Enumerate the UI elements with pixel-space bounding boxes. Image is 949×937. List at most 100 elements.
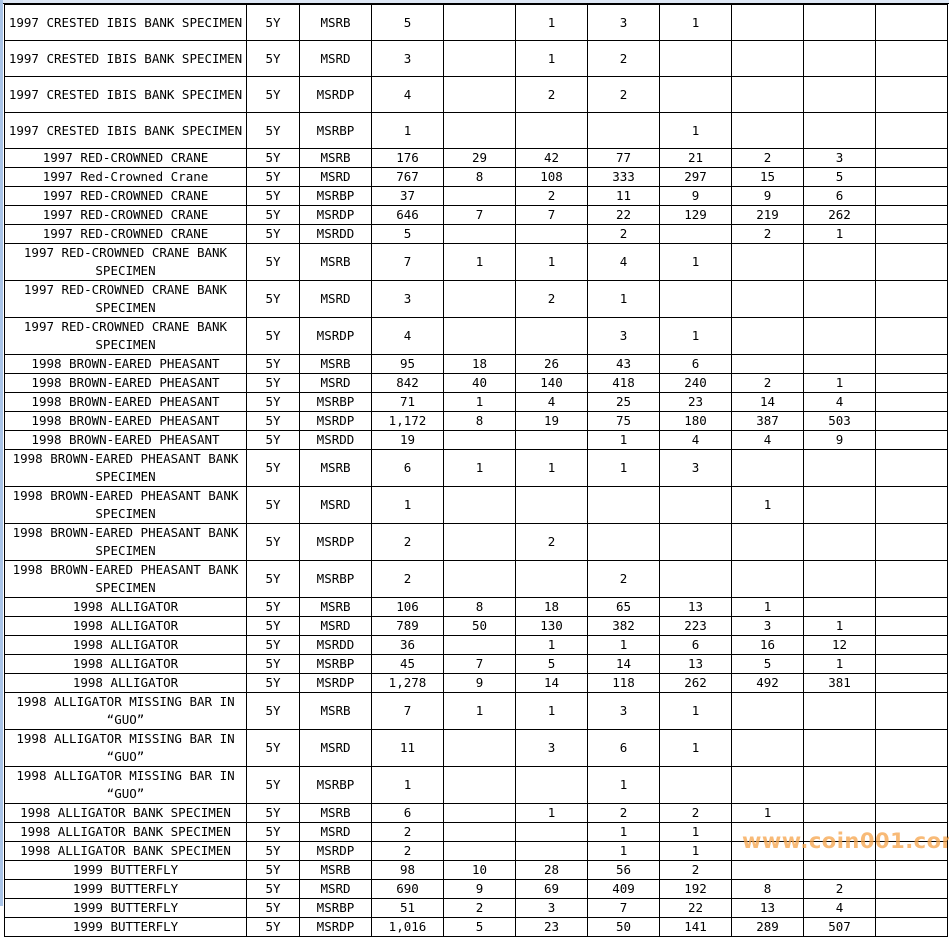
- cell-count[interactable]: 1: [587, 822, 660, 842]
- cell-count[interactable]: 108: [515, 167, 588, 187]
- cell-total[interactable]: 11: [371, 729, 444, 767]
- cell-count[interactable]: 4: [587, 243, 660, 281]
- cell-grade[interactable]: 5Y: [246, 392, 300, 412]
- cell-type[interactable]: MSRB: [299, 243, 372, 281]
- cell-name[interactable]: 1998 ALLIGATOR: [4, 597, 247, 617]
- cell-count[interactable]: [875, 224, 948, 244]
- cell-count[interactable]: 1: [731, 486, 804, 524]
- cell-count[interactable]: [875, 76, 948, 113]
- cell-name[interactable]: 1999 BUTTERFLY: [4, 860, 247, 880]
- cell-grade[interactable]: 5Y: [246, 4, 300, 41]
- cell-type[interactable]: MSRBP: [299, 186, 372, 206]
- cell-count[interactable]: [803, 860, 876, 880]
- cell-count[interactable]: [803, 597, 876, 617]
- cell-type[interactable]: MSRD: [299, 373, 372, 393]
- cell-count[interactable]: [587, 486, 660, 524]
- cell-count[interactable]: [443, 40, 516, 77]
- cell-count[interactable]: [875, 186, 948, 206]
- cell-count[interactable]: [659, 40, 732, 77]
- cell-count[interactable]: [875, 373, 948, 393]
- cell-count[interactable]: 10: [443, 860, 516, 880]
- cell-name[interactable]: 1999 BUTTERFLY: [4, 898, 247, 918]
- cell-count[interactable]: 3: [587, 4, 660, 41]
- cell-count[interactable]: 26: [515, 354, 588, 374]
- cell-count[interactable]: 1: [803, 654, 876, 674]
- cell-total[interactable]: 5: [371, 4, 444, 41]
- cell-count[interactable]: [803, 112, 876, 149]
- cell-count[interactable]: [515, 317, 588, 355]
- cell-count[interactable]: [875, 392, 948, 412]
- cell-count[interactable]: 13: [731, 898, 804, 918]
- cell-name[interactable]: 1998 ALLIGATOR BANK SPECIMEN: [4, 803, 247, 823]
- cell-count[interactable]: 19: [515, 411, 588, 431]
- cell-grade[interactable]: 5Y: [246, 616, 300, 636]
- cell-count[interactable]: [875, 898, 948, 918]
- cell-count[interactable]: 219: [731, 205, 804, 225]
- cell-count[interactable]: [731, 4, 804, 41]
- cell-count[interactable]: 8: [443, 597, 516, 617]
- cell-name[interactable]: 1997 RED-CROWNED CRANE: [4, 224, 247, 244]
- cell-name[interactable]: 1998 BROWN-EARED PHEASANT BANK SPECIMEN: [4, 486, 247, 524]
- cell-count[interactable]: [443, 317, 516, 355]
- cell-count[interactable]: 23: [659, 392, 732, 412]
- cell-count[interactable]: [443, 112, 516, 149]
- cell-total[interactable]: 1: [371, 486, 444, 524]
- cell-total[interactable]: 176: [371, 148, 444, 168]
- cell-count[interactable]: [875, 560, 948, 598]
- cell-name[interactable]: 1998 BROWN-EARED PHEASANT BANK SPECIMEN: [4, 449, 247, 487]
- cell-count[interactable]: 2: [443, 898, 516, 918]
- cell-count[interactable]: [443, 729, 516, 767]
- cell-count[interactable]: [875, 40, 948, 77]
- cell-count[interactable]: 1: [659, 317, 732, 355]
- cell-grade[interactable]: 5Y: [246, 40, 300, 77]
- cell-count[interactable]: [587, 112, 660, 149]
- cell-count[interactable]: 1: [587, 841, 660, 861]
- cell-type[interactable]: MSRD: [299, 729, 372, 767]
- cell-count[interactable]: 2: [731, 373, 804, 393]
- cell-count[interactable]: 7: [443, 654, 516, 674]
- cell-count[interactable]: 1: [659, 841, 732, 861]
- cell-count[interactable]: [731, 112, 804, 149]
- cell-count[interactable]: 1: [443, 392, 516, 412]
- cell-count[interactable]: [443, 560, 516, 598]
- cell-count[interactable]: 1: [587, 430, 660, 450]
- cell-count[interactable]: 28: [515, 860, 588, 880]
- cell-count[interactable]: [515, 112, 588, 149]
- cell-count[interactable]: [443, 280, 516, 318]
- cell-count[interactable]: 1: [659, 822, 732, 842]
- cell-count[interactable]: 18: [443, 354, 516, 374]
- cell-count[interactable]: 6: [659, 635, 732, 655]
- cell-count[interactable]: 16: [731, 635, 804, 655]
- cell-count[interactable]: [659, 224, 732, 244]
- cell-count[interactable]: [731, 354, 804, 374]
- cell-count[interactable]: 1: [443, 243, 516, 281]
- cell-grade[interactable]: 5Y: [246, 841, 300, 861]
- cell-type[interactable]: MSRDD: [299, 635, 372, 655]
- cell-count[interactable]: 1: [515, 692, 588, 730]
- cell-total[interactable]: 4: [371, 317, 444, 355]
- cell-grade[interactable]: 5Y: [246, 803, 300, 823]
- cell-count[interactable]: 2: [587, 40, 660, 77]
- cell-count[interactable]: [443, 186, 516, 206]
- cell-type[interactable]: MSRB: [299, 449, 372, 487]
- cell-count[interactable]: 180: [659, 411, 732, 431]
- cell-count[interactable]: [731, 317, 804, 355]
- cell-count[interactable]: 1: [659, 112, 732, 149]
- cell-name[interactable]: 1998 BROWN-EARED PHEASANT: [4, 430, 247, 450]
- cell-total[interactable]: 2: [371, 523, 444, 561]
- cell-name[interactable]: 1999 BUTTERFLY: [4, 917, 247, 937]
- cell-count[interactable]: 1: [587, 635, 660, 655]
- cell-count[interactable]: 75: [587, 411, 660, 431]
- cell-count[interactable]: [875, 280, 948, 318]
- cell-count[interactable]: 1: [515, 803, 588, 823]
- cell-type[interactable]: MSRDP: [299, 841, 372, 861]
- cell-total[interactable]: 71: [371, 392, 444, 412]
- cell-count[interactable]: 2: [515, 186, 588, 206]
- cell-grade[interactable]: 5Y: [246, 560, 300, 598]
- cell-count[interactable]: 4: [659, 430, 732, 450]
- cell-count[interactable]: [659, 486, 732, 524]
- cell-count[interactable]: [731, 692, 804, 730]
- cell-count[interactable]: 3: [587, 317, 660, 355]
- cell-grade[interactable]: 5Y: [246, 729, 300, 767]
- cell-grade[interactable]: 5Y: [246, 879, 300, 899]
